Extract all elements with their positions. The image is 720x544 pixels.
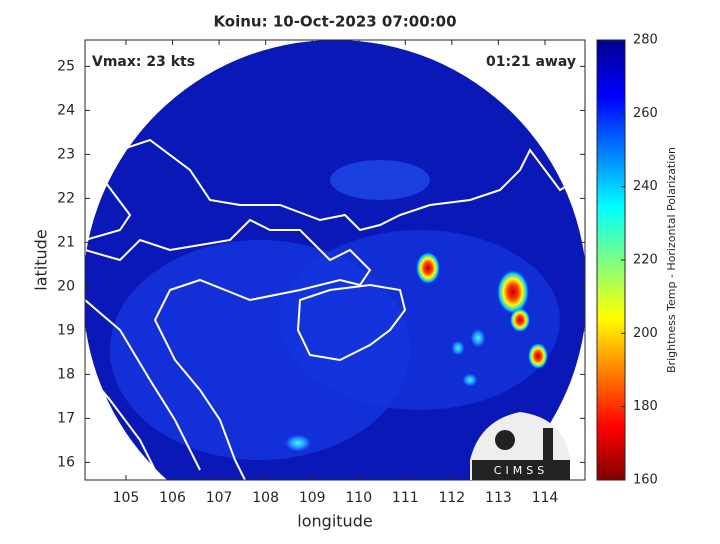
x-tick-label: 111 [392,490,419,506]
x-tick-label: 105 [113,490,140,506]
x-tick-label: 107 [206,490,233,506]
y-tick-label: 22 [57,190,75,206]
chart-title: Koinu: 10-Oct-2023 07:00:00 [213,13,456,31]
colorbar-label: Brightness Temp - Horizontal Polarizatio… [665,147,678,373]
logo-text: CIMSS [494,464,548,477]
y-tick-label: 25 [57,58,75,74]
logo-dish [495,430,515,450]
y-tick-label: 18 [57,366,75,382]
colorbar-tick-label: 180 [633,399,658,414]
logo-bar [472,460,570,480]
annotation: 01:21 away [486,54,576,70]
convection [462,373,478,387]
x-tick-label: 108 [252,490,279,506]
x-tick-label: 113 [485,490,512,506]
x-tick-label: 114 [532,490,559,506]
image-area [330,160,430,200]
y-axis-label: latitude [32,229,51,290]
convection [416,252,440,284]
colorbar-tick-label: 220 [633,253,658,268]
x-axis-label: longitude [297,512,372,531]
colorbar-tick-label: 200 [633,326,658,341]
x-tick-label: 106 [159,490,186,506]
satellite-image [85,40,585,480]
y-tick-label: 23 [57,146,75,162]
convection [497,270,529,314]
image-area [280,230,560,410]
convection [528,343,548,369]
colorbar-tick-label: 260 [633,106,658,121]
convection [510,308,530,332]
y-tick-label: 24 [57,102,75,118]
x-tick-label: 109 [299,490,326,506]
y-tick-label: 17 [57,410,75,426]
y-tick-label: 20 [57,278,75,294]
convection [470,328,486,348]
colorbar-tick-label: 240 [633,179,658,194]
x-tick-label: 112 [438,490,465,506]
y-tick-label: 19 [57,322,75,338]
annotation: Vmax: 23 kts [92,54,195,70]
coastlines [85,138,585,480]
plot-frame [84,39,586,481]
convection [451,340,465,356]
colorbar [596,39,626,481]
logo: CIMSS [470,412,570,480]
colorbar-tick-label: 160 [633,473,658,488]
logo-tower [543,428,553,460]
y-tick-label: 16 [57,454,75,470]
y-tick-label: 21 [57,234,75,250]
convection [284,434,312,452]
colorbar-tick-label: 280 [633,33,658,48]
x-tick-label: 110 [345,490,372,506]
